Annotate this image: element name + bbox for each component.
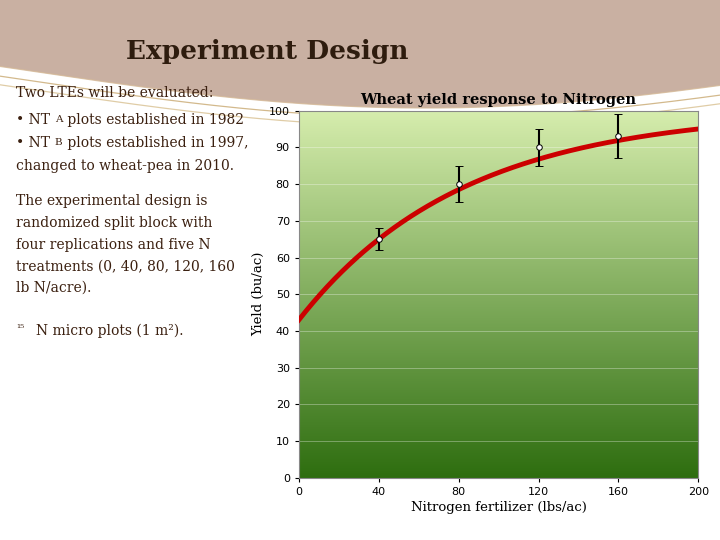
Text: plots established in 1997,: plots established in 1997,: [63, 136, 248, 150]
Text: ¹⁵: ¹⁵: [16, 324, 24, 333]
Text: N micro plots (1 m²).: N micro plots (1 m²).: [36, 324, 184, 339]
PathPatch shape: [0, 0, 720, 108]
Text: changed to wheat-pea in 2010.: changed to wheat-pea in 2010.: [16, 159, 234, 173]
Text: A: A: [55, 115, 62, 124]
Text: plots established in 1982: plots established in 1982: [63, 113, 243, 127]
Text: lb N/acre).: lb N/acre).: [16, 281, 91, 295]
X-axis label: Nitrogen fertilizer (lbs/ac): Nitrogen fertilizer (lbs/ac): [410, 501, 587, 514]
Text: B: B: [55, 138, 63, 147]
Text: The experimental design is: The experimental design is: [16, 194, 207, 208]
Text: randomized split block with: randomized split block with: [16, 216, 212, 230]
Text: • NT: • NT: [16, 113, 50, 127]
Text: treatments (0, 40, 80, 120, 160: treatments (0, 40, 80, 120, 160: [16, 259, 235, 273]
Text: Experiment Design: Experiment Design: [126, 39, 408, 64]
Text: four replications and five N: four replications and five N: [16, 238, 210, 252]
Y-axis label: Yield (bu/ac): Yield (bu/ac): [251, 252, 265, 336]
Text: Two LTEs will be evaluated:: Two LTEs will be evaluated:: [16, 86, 213, 100]
Title: Wheat yield response to Nitrogen: Wheat yield response to Nitrogen: [361, 93, 636, 107]
Text: • NT: • NT: [16, 136, 50, 150]
